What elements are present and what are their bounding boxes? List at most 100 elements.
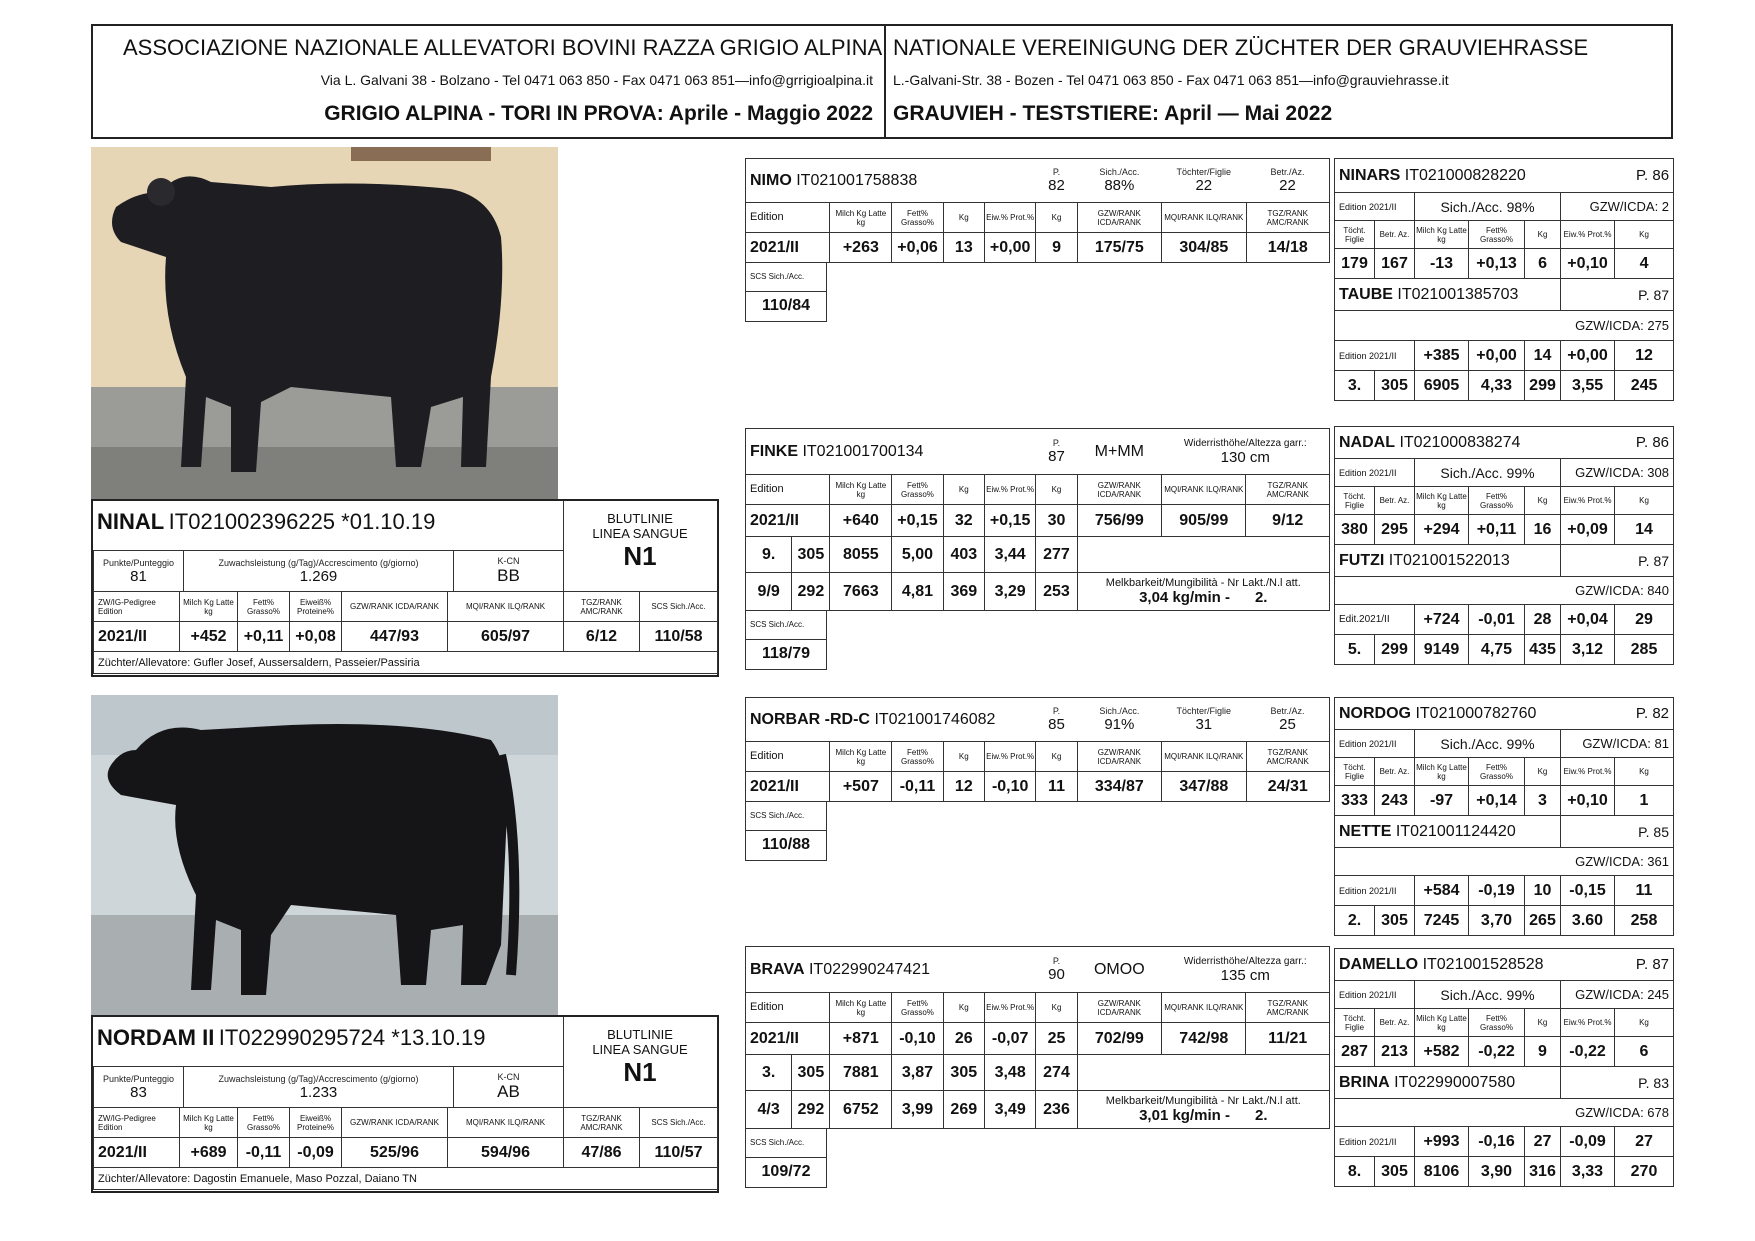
scs-value: 118/79 — [745, 638, 827, 670]
herds-value: 25 — [1279, 716, 1296, 733]
grandsire-name: NADAL — [1339, 433, 1395, 451]
val-gzw: 447/93 — [341, 621, 448, 652]
sire-card-norbar: NORBAR -RD-C IT021001746082 P. 85 Sich./A… — [744, 697, 1331, 861]
lact2-fat: 4,81 — [891, 572, 944, 611]
dam-p: P. 87 — [1560, 544, 1675, 577]
hdr-prot: Eiw.% Prot.% — [983, 474, 1037, 505]
daughters-value: 31 — [1195, 716, 1213, 733]
dam-id: IT022990007580 — [1394, 1073, 1516, 1091]
grandsire-edition: Edition 2021/II — [1334, 458, 1415, 487]
bull-photo-nordam — [91, 695, 558, 1015]
hdr-daughters: Töcht. Figlie — [1334, 1008, 1375, 1037]
growth-cell: Zuwachsleistung (g/Tag)/Accrescimento (g… — [183, 1066, 454, 1108]
hdr-tgz: TGZ/RANK AMC/RANK — [563, 1107, 640, 1138]
val-fat-kg: 6 — [1523, 248, 1562, 279]
dam-title: FUTZI IT021001522013 — [1333, 544, 1561, 577]
dam-id: IT021001124420 — [1395, 822, 1516, 840]
hdr-mqi: MQI/RANK ILQ/RANK — [1161, 741, 1247, 772]
dam-prot: +0,04 — [1560, 604, 1616, 635]
hdr-prot-kg: Kg — [1035, 741, 1078, 772]
bloodline-value: N1 — [623, 1057, 657, 1087]
grandsire-id: IT021001528528 — [1422, 955, 1544, 973]
points-label: Punkte/Punteggio — [102, 1073, 175, 1084]
val-herds: 243 — [1374, 785, 1415, 816]
breeder-line: Züchter/Allevatore: Gufler Josef, Ausser… — [93, 651, 718, 674]
bull-title-nordam: NORDAM II IT022990295724 *13.10.19 — [97, 1025, 485, 1051]
sire-acc-cell: Sich./Acc. 91% — [1077, 697, 1162, 742]
herds-label: Betr./Az. — [1270, 167, 1305, 177]
dam-name: TAUBE — [1339, 285, 1393, 303]
hdr-mqi: MQI/RANK ILQ/RANK — [447, 591, 564, 622]
sire-card-brava: BRAVA IT022990247421 P. 90 OMOO Widerrist… — [744, 946, 1331, 1188]
lact1-prot: 3,48 — [983, 1054, 1037, 1091]
dam-milk: +993 — [1414, 1126, 1469, 1157]
sire-daughters-cell: Töchter/Figlie 31 — [1161, 697, 1247, 742]
dam-fat-kg: 28 — [1523, 604, 1562, 635]
val-daughters: 179 — [1334, 248, 1375, 279]
herds-value: 22 — [1279, 177, 1296, 194]
val-daughters: 333 — [1334, 785, 1375, 816]
dam-milk: +724 — [1414, 604, 1469, 635]
hdr-fat-kg: Kg — [1523, 220, 1562, 249]
hdr-scs: SCS Sich./Acc. — [639, 591, 718, 622]
val-herds: 167 — [1374, 248, 1415, 279]
val-prot: -0,22 — [1560, 1036, 1615, 1067]
sire-extra: OMOO — [1077, 946, 1162, 993]
grandsire-p: P. 86 — [1560, 426, 1675, 459]
val-tgz: 11/21 — [1245, 1022, 1330, 1055]
val-fat: +0,15 — [891, 504, 944, 537]
dam-lact-fat-kg: 435 — [1523, 634, 1562, 665]
p-label: P. — [1052, 706, 1061, 716]
lact1-days: 305 — [791, 1054, 831, 1091]
val-mqi: 304/85 — [1161, 232, 1247, 263]
dam-prot-kg: 12 — [1614, 340, 1675, 371]
val-mqi: 605/97 — [447, 621, 564, 652]
hdr-fat-kg: Kg — [1523, 486, 1562, 515]
lact1-milk: 7881 — [829, 1054, 893, 1091]
val-milk: +263 — [829, 232, 893, 263]
dam-title: BRINA IT022990007580 — [1334, 1066, 1561, 1099]
bloodline-block: BLUTLINIE LINEA SANGUE N1 — [565, 511, 715, 572]
val-prot: +0,10 — [1560, 248, 1616, 279]
dam-lact-n: 5. — [1334, 634, 1375, 665]
val-fat-kg: 9 — [1524, 1036, 1561, 1067]
scs-label: SCS Sich./Acc. — [745, 1129, 827, 1158]
hdr-mqi: MQI/RANK ILQ/RANK — [1161, 202, 1247, 233]
val-prot-kg: 14 — [1614, 514, 1675, 545]
hdr-fat: Fett% Grasso% — [1468, 757, 1525, 786]
hdr-milk: Milch Kg Latte kg — [829, 992, 893, 1023]
grandsire-id: IT021000838274 — [1399, 433, 1521, 451]
hdr-prot-kg: Kg — [1035, 992, 1078, 1023]
hdr-edition: Edition — [744, 741, 831, 772]
bull-index-table-ninal: ZW/IG-Pedigree Edition Milch Kg Latte kg… — [93, 591, 718, 674]
dam-lact-prot-kg: 245 — [1614, 370, 1675, 401]
grandsire-p: P. 82 — [1560, 697, 1674, 730]
val-prot-kg: 1 — [1614, 785, 1674, 816]
acc-label: Sich./Acc. — [1099, 706, 1140, 716]
p-value: 82 — [1048, 177, 1065, 194]
sire-id: IT022990247421 — [808, 960, 930, 978]
val-gzw: 175/75 — [1076, 232, 1163, 263]
dam-fat: +0,00 — [1468, 340, 1525, 371]
milkability-label: Melkbarkeit/Mungibilità - Nr Lakt./N.l a… — [1105, 1095, 1301, 1107]
val-edition: 2021/II — [93, 1137, 180, 1168]
hdr-milk: Milch Kg Latte kg — [179, 591, 238, 622]
growth-value: 1.269 — [299, 567, 338, 585]
hdr-prot: Eiw.% Prot.% — [983, 202, 1037, 233]
lact2-fat: 3,99 — [891, 1090, 944, 1129]
grandsire-acc: Sich./Acc. 99% — [1414, 980, 1561, 1009]
grandsire-gzw: GZW/ICDA: 2 — [1560, 192, 1675, 221]
hdr-milk: Milch Kg Latte kg — [179, 1107, 238, 1138]
hdr-fat: Fett% Grasso% — [891, 992, 944, 1023]
lact2-fat-kg: 269 — [942, 1090, 985, 1129]
sire-daughters-cell: Töchter/Figlie 22 — [1161, 158, 1247, 203]
val-fat: -0,10 — [891, 1022, 944, 1055]
val-fat-kg: 12 — [942, 771, 985, 802]
val-fat: -0,11 — [891, 771, 944, 802]
val-edition: 2021/II — [744, 232, 831, 263]
hdr-prot-kg: Kg — [1614, 486, 1675, 515]
lact1-prot-kg: 274 — [1035, 1054, 1078, 1091]
lactation-count: 2. — [1254, 1107, 1268, 1124]
acc-label: Sich./Acc. — [1099, 167, 1140, 177]
p-value: 85 — [1048, 716, 1065, 733]
